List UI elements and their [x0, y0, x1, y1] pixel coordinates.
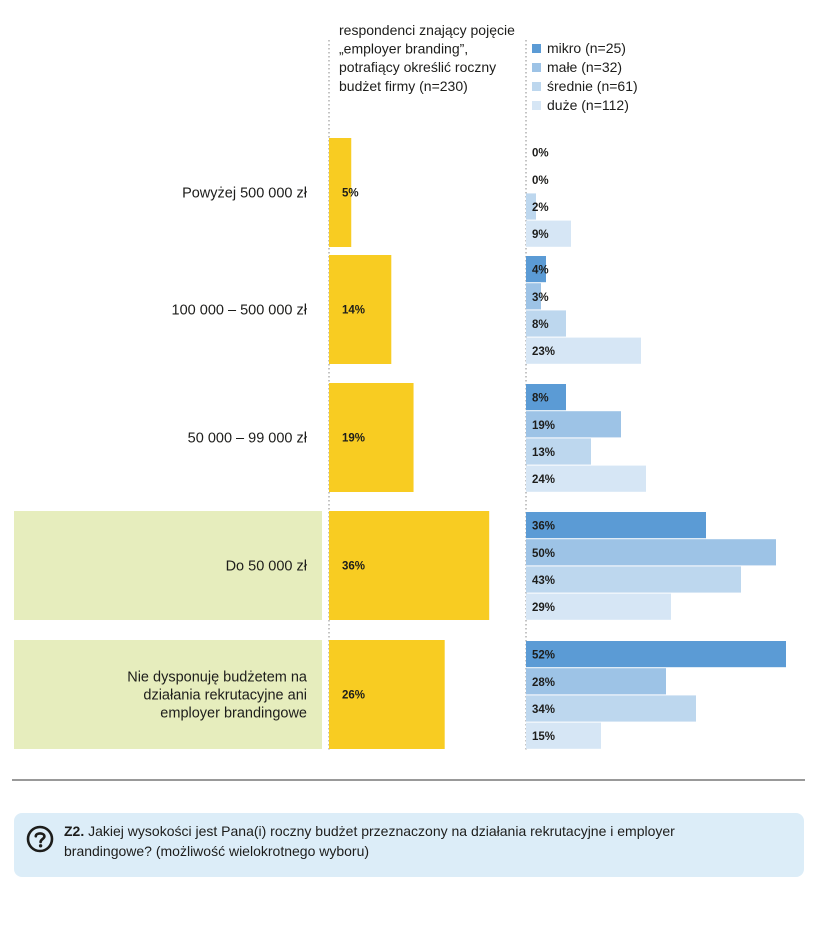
category-highlight — [14, 511, 322, 620]
segment-bar-ma-e — [526, 411, 621, 438]
segment-bar-label: 3% — [532, 292, 549, 304]
segment-bar-ma-e — [526, 283, 541, 310]
legend-label: małe (n=32) — [547, 59, 622, 75]
category-label-do-50-000-z: Do 50 000 zł — [226, 559, 308, 575]
segment-bar-label: 50% — [532, 548, 555, 560]
segment-bar-label: 2% — [532, 202, 549, 214]
segment-bar-du-e — [526, 337, 641, 364]
segment-bar-label: 8% — [532, 393, 549, 405]
total-bar — [329, 138, 352, 247]
segment-bar-label: 28% — [532, 677, 555, 689]
segment-bar-mikro — [526, 256, 546, 283]
legend-label: duże (n=112) — [547, 97, 629, 113]
legend-swatch — [532, 44, 541, 53]
segment-bar-rednie — [526, 566, 741, 593]
question-mark-icon — [26, 825, 54, 853]
category-highlight — [14, 640, 322, 749]
total-bar-label: 5% — [342, 188, 359, 200]
segment-bar-du-e — [526, 220, 571, 247]
category-label-100-000-500-000-z: 100 000 – 500 000 zł — [172, 303, 308, 319]
segment-bar-rednie — [526, 193, 536, 220]
legend-label: mikro (n=25) — [547, 40, 626, 56]
segment-bar-ma-e — [526, 668, 666, 695]
question-body: Jakiej wysokości jest Pana(i) roczny bud… — [64, 823, 675, 859]
total-bar — [329, 383, 414, 492]
category-label-powy-ej-500-000-z: Powyżej 500 000 zł — [182, 186, 308, 202]
question-box — [14, 813, 804, 877]
total-bar-label: 19% — [342, 433, 365, 445]
segment-bar-mikro — [526, 384, 566, 411]
total-bar-label: 36% — [342, 561, 365, 573]
segment-bar-mikro — [526, 641, 786, 668]
question-text: Z2. Jakiej wysokości jest Pana(i) roczny… — [64, 821, 764, 861]
legend-swatch — [532, 82, 541, 91]
legend-label: średnie (n=61) — [547, 78, 638, 94]
total-bar — [329, 640, 445, 749]
total-bar-label: 14% — [342, 305, 365, 317]
segment-bar-mikro — [526, 512, 706, 539]
segment-bar-label: 29% — [532, 602, 555, 614]
legend-swatch — [532, 63, 541, 72]
segment-bar-label: 43% — [532, 575, 555, 587]
segment-bar-label: 0% — [532, 175, 549, 187]
legend-swatch — [532, 101, 541, 110]
segment-bar-label: 8% — [532, 319, 549, 331]
segment-bar-label: 15% — [532, 731, 555, 743]
chart-title: respondenci znający pojęcie „employer bra… — [339, 22, 515, 94]
question-code: Z2. — [64, 823, 85, 839]
segment-bar-rednie — [526, 695, 696, 722]
category-label-50-000-99-000-z: 50 000 – 99 000 zł — [188, 431, 308, 447]
segment-bar-label: 23% — [532, 346, 555, 358]
segment-bar-label: 34% — [532, 704, 555, 716]
segment-bar-label: 52% — [532, 650, 555, 662]
segment-bar-label: 9% — [532, 229, 549, 241]
segment-bar-du-e — [526, 722, 601, 749]
segment-bar-label: 24% — [532, 474, 555, 486]
total-bar — [329, 511, 490, 620]
segment-bar-rednie — [526, 438, 591, 465]
segment-bar-label: 19% — [532, 420, 555, 432]
segment-bar-label: 36% — [532, 521, 555, 533]
segment-bar-du-e — [526, 465, 646, 492]
total-bar — [329, 255, 392, 364]
segment-bar-label: 4% — [532, 265, 549, 277]
segment-bar-label: 13% — [532, 447, 555, 459]
total-bar-label: 26% — [342, 690, 365, 702]
segment-bar-rednie — [526, 310, 566, 337]
segment-bar-du-e — [526, 593, 671, 620]
category-label-nie-dysponuj-bud-etem-na-dzia-: Nie dysponuję budżetem na działania rekru… — [127, 670, 308, 722]
segment-bar-ma-e — [526, 539, 776, 566]
segment-bar-label: 0% — [532, 148, 549, 160]
